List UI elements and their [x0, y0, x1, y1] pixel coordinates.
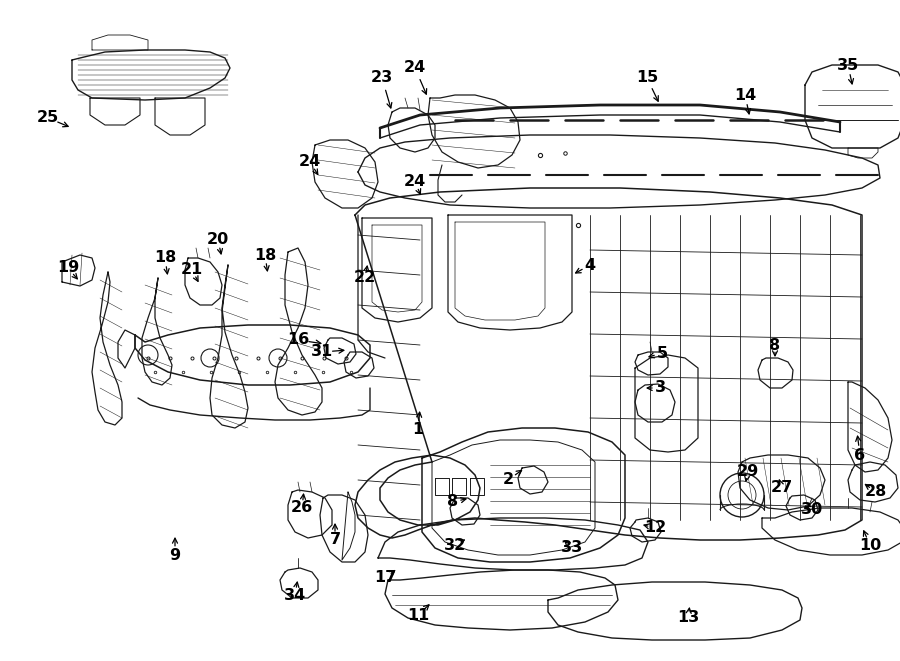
Text: 18: 18: [154, 251, 176, 266]
Text: 21: 21: [181, 262, 203, 278]
Text: 24: 24: [299, 155, 321, 169]
Text: 3: 3: [654, 381, 666, 395]
Text: 29: 29: [737, 465, 759, 479]
Text: 14: 14: [734, 87, 756, 102]
Text: 33: 33: [561, 541, 583, 555]
Text: 1: 1: [412, 422, 424, 438]
Text: 4: 4: [584, 258, 596, 272]
Text: 27: 27: [771, 481, 793, 496]
Text: 24: 24: [404, 61, 426, 75]
Text: 6: 6: [854, 447, 866, 463]
Text: 35: 35: [837, 58, 859, 73]
Text: 28: 28: [865, 485, 887, 500]
Text: 11: 11: [407, 607, 429, 623]
Text: 18: 18: [254, 247, 276, 262]
Text: 30: 30: [801, 502, 824, 518]
Text: 26: 26: [291, 500, 313, 516]
Text: 7: 7: [329, 533, 340, 547]
Text: 13: 13: [677, 611, 699, 625]
Text: 31: 31: [310, 344, 333, 360]
Text: 2: 2: [502, 473, 514, 488]
Text: 8: 8: [447, 494, 459, 510]
Text: 32: 32: [444, 537, 466, 553]
Text: 9: 9: [169, 547, 181, 563]
Text: 5: 5: [656, 346, 668, 360]
Text: 24: 24: [404, 175, 426, 190]
Text: 17: 17: [374, 570, 396, 586]
Text: 20: 20: [207, 233, 230, 247]
Text: 15: 15: [636, 71, 658, 85]
Text: 19: 19: [57, 260, 79, 276]
Text: 25: 25: [37, 110, 59, 126]
Text: 16: 16: [287, 332, 309, 348]
Text: 22: 22: [354, 270, 376, 286]
Text: 34: 34: [284, 588, 306, 602]
Text: 12: 12: [644, 520, 666, 535]
Text: 23: 23: [371, 71, 393, 85]
Text: 8: 8: [770, 338, 780, 352]
Text: 10: 10: [859, 537, 881, 553]
